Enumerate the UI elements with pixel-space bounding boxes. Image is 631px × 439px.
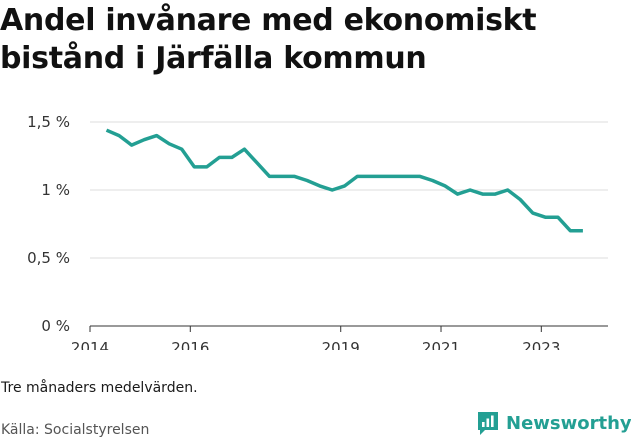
grid-lines — [90, 121, 608, 327]
x-tick-label: 2021 — [422, 339, 460, 350]
x-tick-label: 2023 — [522, 339, 560, 350]
x-tick-label: 2019 — [322, 339, 360, 350]
y-tick-label: 0 % — [41, 317, 70, 335]
footnote: Tre månaders medelvärden. — [1, 380, 198, 396]
axis-labels: 0 % 0,5 % 1 % 1,5 % 2014 2016 2019 2021 2023 — [27, 113, 560, 350]
newsworthy-icon — [478, 412, 498, 435]
brand-name: Newsworthy — [506, 412, 631, 434]
x-tick-label: 2016 — [171, 339, 209, 350]
source-label: Källa: Socialstyrelsen — [1, 422, 150, 438]
line-chart: 0 % 0,5 % 1 % 1,5 % 2014 2016 2019 2021 2023 — [27, 113, 608, 350]
chart-title: Andel invånare med ekonomiskt bistånd i … — [0, 3, 537, 76]
series-layer — [105, 128, 583, 233]
y-tick-label: 1 % — [41, 181, 70, 199]
y-tick-label: 1,5 % — [27, 113, 70, 131]
y-tick-label: 0,5 % — [27, 249, 70, 267]
brand-logo: Newsworthy — [476, 408, 631, 438]
x-tick-label: 2014 — [71, 339, 109, 350]
series-line — [105, 128, 583, 233]
